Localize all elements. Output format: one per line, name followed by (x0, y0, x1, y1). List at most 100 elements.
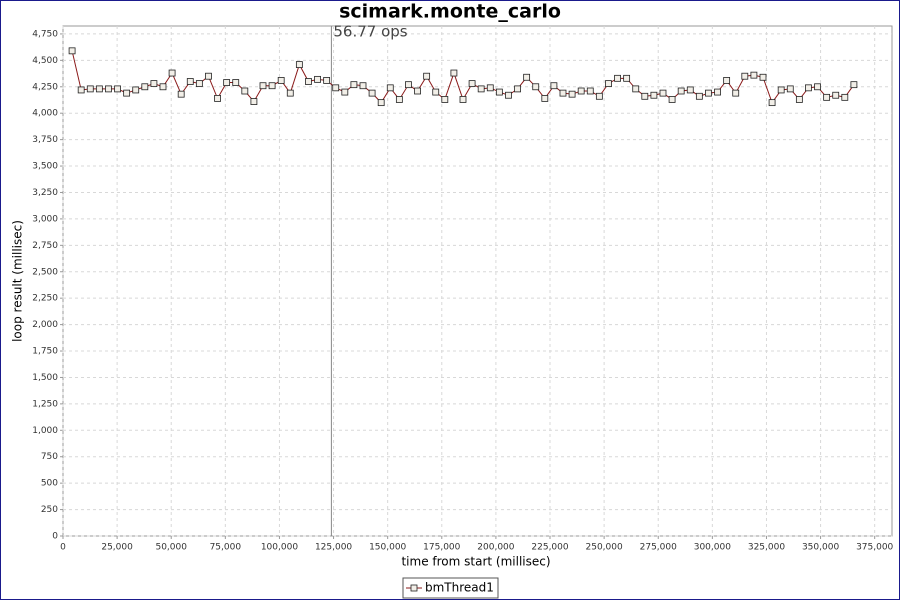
data-point (677, 87, 685, 95)
y-tick-label: 2,750 (32, 241, 58, 251)
data-point (559, 89, 567, 97)
x-tick-label: 375,000 (856, 543, 893, 553)
y-tick-label: 4,250 (32, 82, 58, 92)
data-point (105, 85, 112, 93)
data-point (505, 91, 512, 99)
y-tick-label: 250 (41, 505, 58, 515)
data-point (441, 96, 449, 103)
data-point (350, 81, 358, 89)
y-tick-label: 1,500 (32, 373, 58, 383)
data-point (568, 90, 576, 98)
x-tick-label: 150,000 (369, 543, 406, 553)
legend-box (402, 577, 499, 599)
data-point (623, 74, 631, 82)
data-point (723, 77, 731, 84)
data-point (486, 84, 494, 92)
data-point (814, 83, 821, 91)
data-point (532, 83, 540, 91)
data-point (477, 85, 485, 93)
data-point (823, 93, 831, 101)
data-point (177, 90, 185, 98)
data-point (732, 89, 740, 97)
data-point (741, 72, 749, 80)
y-tick-label: 1,250 (32, 399, 58, 409)
data-point (323, 77, 331, 84)
data-point (232, 79, 240, 86)
data-point (405, 81, 412, 89)
data-point (459, 96, 467, 103)
y-tick-label: 1,000 (32, 426, 58, 436)
data-point (68, 47, 76, 55)
data-point (659, 89, 667, 97)
data-point (386, 84, 394, 92)
data-point (377, 99, 385, 107)
data-point (314, 75, 321, 83)
x-tick-label: 275,000 (640, 543, 677, 553)
y-tick-label: 3,250 (32, 188, 58, 198)
data-point (368, 89, 376, 97)
x-tick-label: 25,000 (101, 543, 133, 553)
data-point (795, 96, 803, 103)
data-point (841, 93, 849, 101)
data-point (359, 82, 367, 90)
data-point (114, 85, 121, 93)
data-point (195, 80, 203, 88)
data-point (423, 72, 431, 80)
x-tick-label: 325,000 (748, 543, 785, 553)
data-point (668, 96, 676, 103)
data-point (259, 82, 267, 90)
data-point (295, 61, 303, 68)
data-point (341, 88, 349, 96)
y-tick-label: 2,000 (32, 320, 58, 330)
y-tick-label: 1,750 (32, 347, 58, 357)
data-point (186, 78, 194, 85)
data-point (759, 73, 767, 81)
data-point (150, 80, 158, 88)
data-point (514, 85, 521, 93)
data-point (541, 95, 549, 102)
y-tick-label: 4,750 (32, 29, 58, 39)
data-point (586, 87, 594, 95)
y-tick-label: 0 (52, 532, 58, 542)
data-point (695, 92, 703, 100)
data-point (577, 87, 585, 95)
data-point (468, 80, 476, 88)
data-point (268, 82, 276, 90)
y-tick-label: 500 (41, 479, 58, 489)
data-point (432, 88, 440, 96)
data-point (141, 83, 149, 91)
data-point (595, 92, 603, 100)
x-tick-label: 100,000 (261, 543, 298, 553)
x-tick-label: 125,000 (315, 543, 352, 553)
data-point (205, 72, 212, 80)
x-tick-label: 250,000 (586, 543, 623, 553)
data-point (523, 73, 531, 81)
data-point (714, 88, 721, 96)
chart-title: scimark.monte_carlo (339, 1, 561, 23)
data-point (786, 85, 794, 93)
data-point (223, 79, 231, 86)
data-point (605, 80, 612, 88)
data-point (614, 74, 621, 82)
legend: bmThread1 (402, 577, 499, 599)
data-point (168, 69, 176, 77)
plot-area (62, 25, 893, 537)
data-point (832, 91, 840, 99)
legend-marker (410, 584, 418, 592)
y-tick-label: 750 (41, 452, 58, 462)
marker-label: 56.77 ops (333, 23, 407, 41)
data-point (414, 87, 421, 95)
y-tick-label: 3,750 (32, 135, 58, 145)
data-point (750, 71, 758, 79)
data-point (305, 78, 312, 85)
x-tick-label: 300,000 (694, 543, 731, 553)
data-point (86, 85, 94, 93)
x-tick-label: 200,000 (477, 543, 514, 553)
data-point (686, 86, 694, 94)
data-point (95, 85, 103, 93)
data-point (159, 83, 167, 91)
y-axis-label: loop result (millisec) (11, 220, 25, 342)
data-point (241, 87, 249, 95)
x-tick-label: 350,000 (802, 543, 839, 553)
